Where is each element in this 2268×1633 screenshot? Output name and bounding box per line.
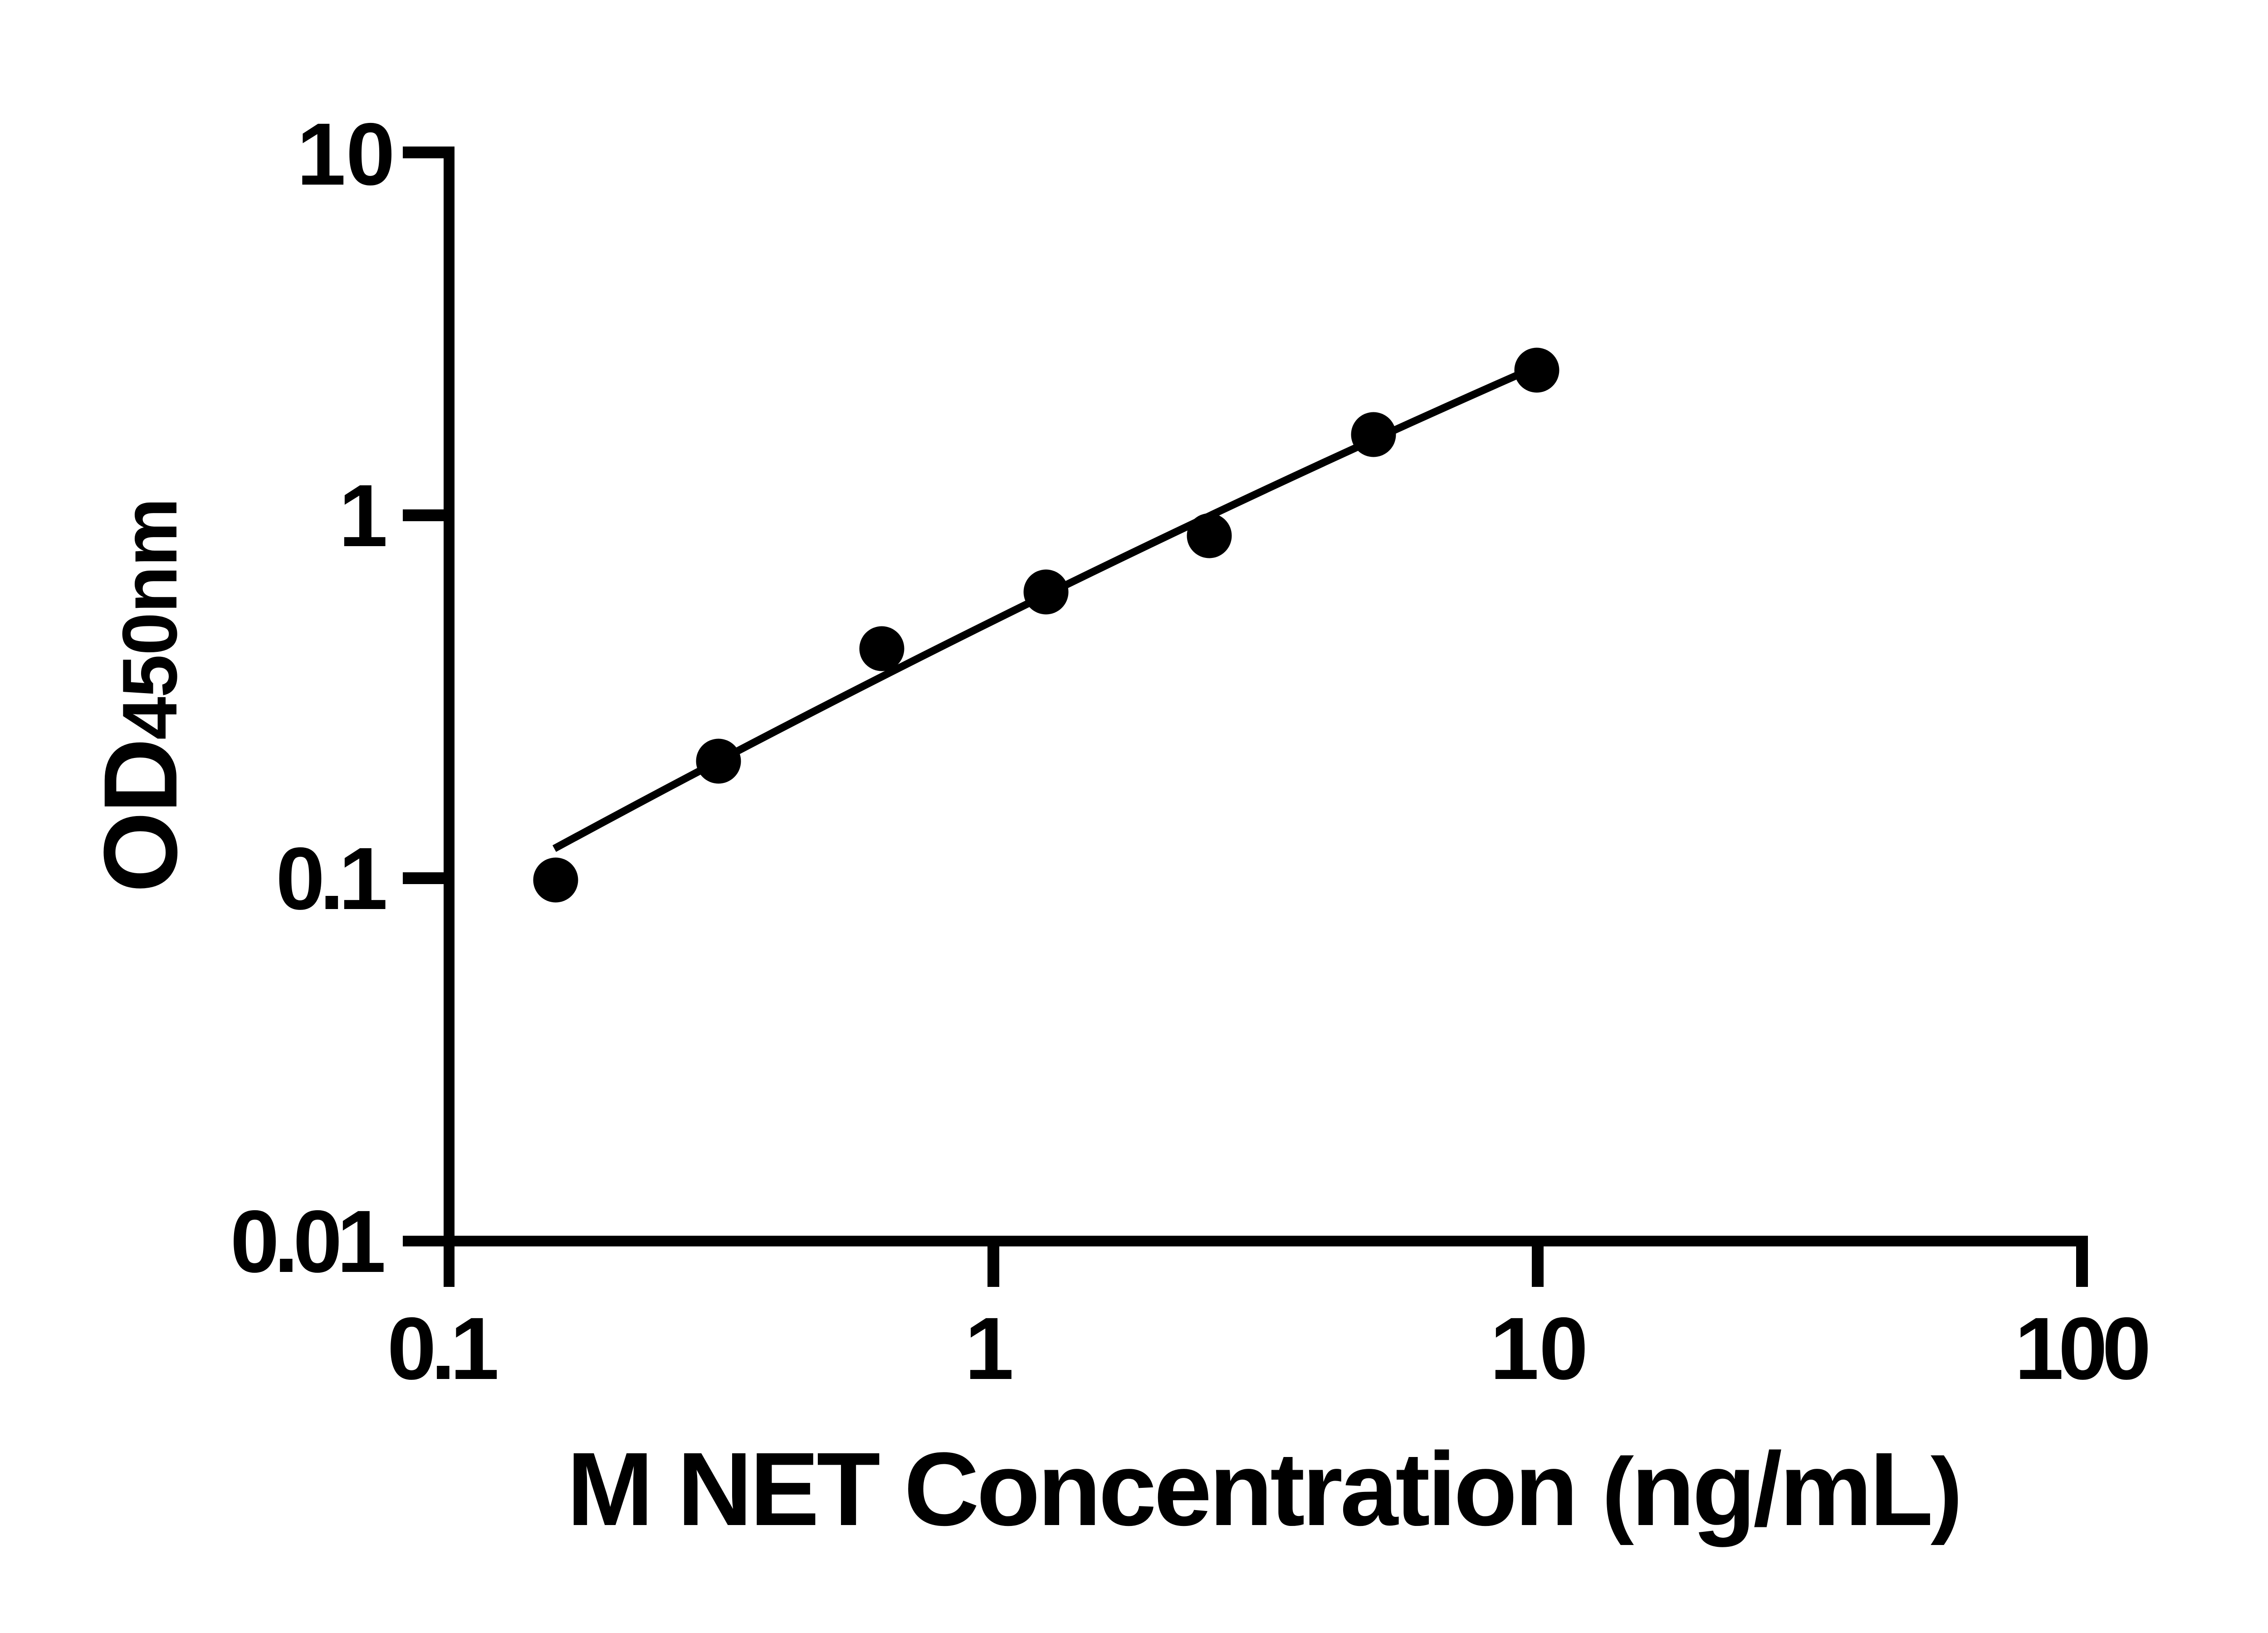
- svg-text:10: 10: [297, 105, 395, 204]
- svg-text:1: 1: [965, 1299, 1014, 1398]
- svg-text:0.1: 0.1: [387, 1299, 497, 1398]
- svg-text:0.1: 0.1: [276, 829, 386, 928]
- svg-text:1: 1: [339, 466, 388, 565]
- svg-text:100: 100: [2014, 1299, 2148, 1398]
- svg-text:0.01: 0.01: [230, 1192, 384, 1291]
- svg-text:M NET Concentration (ng/mL): M NET Concentration (ng/mL): [567, 1431, 1960, 1547]
- svg-text:10: 10: [1490, 1299, 1589, 1398]
